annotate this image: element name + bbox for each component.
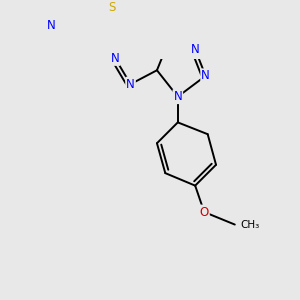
Text: N: N [173, 90, 182, 103]
Text: N: N [126, 78, 135, 91]
Text: N: N [191, 43, 200, 56]
Text: S: S [108, 1, 116, 14]
Text: N: N [47, 19, 56, 32]
Text: OCH₃: OCH₃ [0, 299, 1, 300]
Text: N: N [201, 69, 210, 82]
Text: N: N [111, 52, 120, 65]
Text: O: O [200, 206, 209, 218]
Text: CH₃: CH₃ [241, 220, 260, 230]
